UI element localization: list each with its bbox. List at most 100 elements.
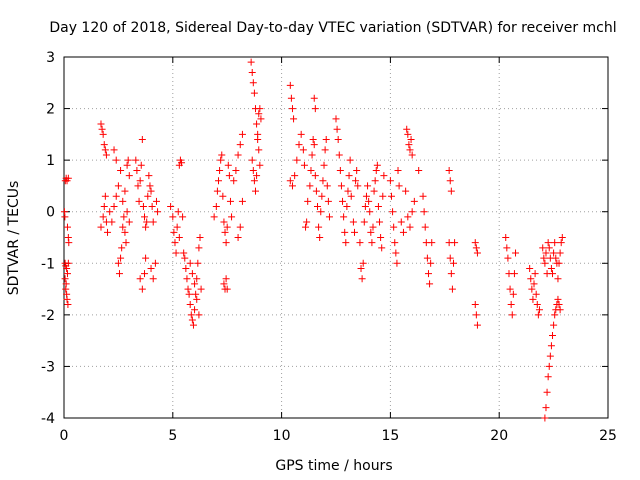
data-point [311,172,319,180]
data-point [512,249,520,257]
data-point [509,290,517,298]
data-point [318,192,326,200]
data-point [255,146,263,154]
data-point [104,228,112,236]
data-point [253,120,261,128]
data-point [307,166,315,174]
data-point [540,254,548,262]
data-point [369,223,377,231]
data-point [183,275,191,283]
data-point [394,166,402,174]
data-point [98,125,106,133]
data-point [214,177,222,185]
data-point [189,321,197,329]
data-point [415,166,423,174]
data-point [408,208,416,216]
data-point [134,182,142,190]
x-tick-label: 5 [168,428,177,444]
data-point [174,208,182,216]
data-point [419,192,427,200]
y-tick-label: -4 [41,411,55,427]
data-point [343,203,351,211]
data-point [106,208,114,216]
data-point [112,192,120,200]
data-point [532,290,540,298]
plot-frame [63,56,609,419]
data-point [312,187,320,195]
data-point [503,244,511,252]
data-point [541,414,549,422]
data-point [551,311,559,319]
data-point [147,264,155,272]
data-point [248,68,256,76]
data-point [309,136,317,144]
data-point [110,146,118,154]
data-point [541,259,549,267]
data-point [374,203,382,211]
data-point [228,213,236,221]
data-point [114,182,122,190]
data-point [238,197,246,205]
data-point [125,172,133,180]
data-point [138,285,146,293]
data-point [547,342,555,350]
data-point [99,130,107,138]
data-point [186,301,194,309]
data-point [379,192,387,200]
data-point [403,125,411,133]
data-point [192,290,200,298]
data-point [392,249,400,257]
data-point [180,249,188,257]
data-point [143,218,151,226]
data-point [555,301,563,309]
data-point [447,270,455,278]
data-point [210,213,218,221]
data-point [188,316,196,324]
data-point [230,177,238,185]
data-point [100,141,108,149]
data-point [354,182,362,190]
data-point [132,156,140,164]
data-point [225,172,233,180]
data-point [531,270,539,278]
data-point [533,301,541,309]
data-point [291,172,299,180]
data-point [148,203,156,211]
data-point [257,115,265,123]
data-point [108,218,116,226]
data-point [195,311,203,319]
data-point [182,264,190,272]
data-point [314,203,322,211]
data-point [319,177,327,185]
data-point [333,125,341,133]
data-point [554,275,562,283]
data-point [216,166,224,174]
data-point [297,130,305,138]
data-point [100,203,108,211]
data-point [141,270,149,278]
data-point [249,166,257,174]
data-point [445,166,453,174]
data-point [542,249,550,257]
data-point [63,270,71,278]
data-point [63,223,71,231]
data-point [370,187,378,195]
x-tick-label: 10 [273,428,291,444]
data-point [121,187,129,195]
data-point [223,285,231,293]
data-point [196,234,204,241]
data-points [60,58,566,422]
data-point [377,234,385,241]
x-tick-label: 0 [60,428,69,444]
data-point [304,197,312,205]
data-point [226,197,234,205]
data-point [97,223,105,231]
data-point [135,197,143,205]
data-point [146,182,154,190]
data-point [193,275,201,283]
data-point [504,254,512,262]
data-point [323,182,331,190]
data-point [339,197,347,205]
data-point [428,239,436,247]
data-point [372,166,380,174]
